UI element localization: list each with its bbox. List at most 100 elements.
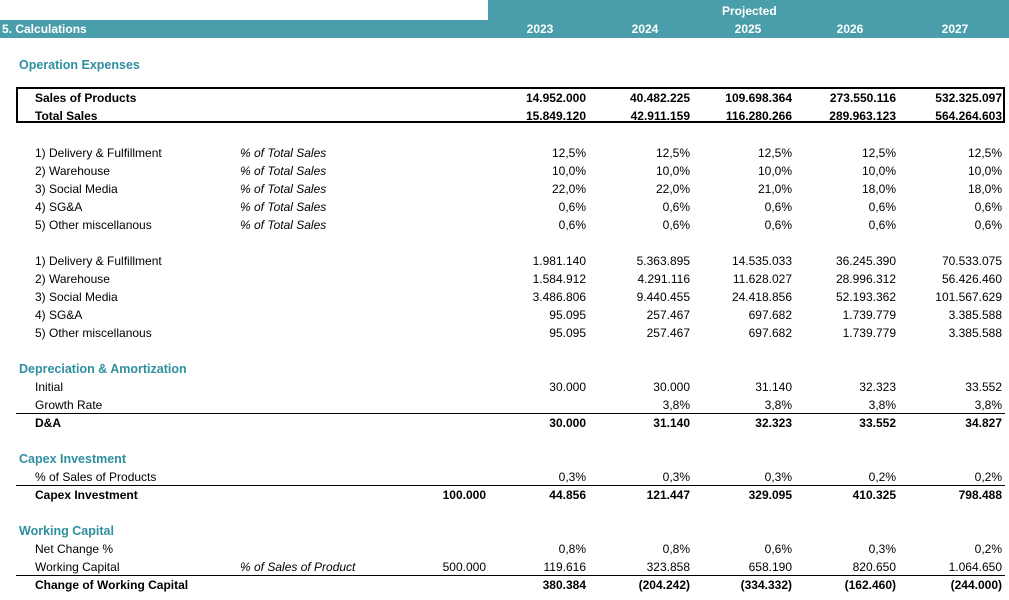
row-value: 21,0% bbox=[757, 182, 792, 196]
row-value: 697.682 bbox=[748, 308, 792, 322]
row-label: 5) Other miscellanous bbox=[35, 326, 152, 340]
row-value: 0,6% bbox=[558, 218, 586, 232]
row-label: 3) Social Media bbox=[35, 290, 118, 304]
row-value: 697.682 bbox=[748, 326, 792, 340]
row-value: 10,0% bbox=[967, 164, 1002, 178]
row-value: 0,8% bbox=[558, 542, 586, 556]
row-value: 0,6% bbox=[558, 200, 586, 214]
row-value: 12,5% bbox=[967, 146, 1002, 160]
header-top-band bbox=[488, 0, 1009, 20]
row-basis: % of Total Sales bbox=[240, 218, 327, 232]
depreciation-heading: Depreciation & Amortization bbox=[19, 362, 187, 376]
row-value: 0,2% bbox=[974, 542, 1002, 556]
row-value: 30.000 bbox=[549, 416, 586, 430]
da-total-line bbox=[16, 413, 1005, 414]
row-value: 109.698.364 bbox=[725, 91, 792, 105]
row-value: 564.264.603 bbox=[935, 109, 1002, 123]
row-value: 0,3% bbox=[558, 470, 586, 484]
row-value: 12,5% bbox=[861, 146, 896, 160]
row-value: 95.095 bbox=[549, 326, 586, 340]
row-basis: % of Total Sales bbox=[240, 164, 327, 178]
row-value: 0,6% bbox=[974, 200, 1002, 214]
row-value: 798.488 bbox=[958, 488, 1002, 502]
row-value: 12,5% bbox=[757, 146, 792, 160]
row-label: Capex Investment bbox=[35, 488, 138, 502]
row-value: 0,8% bbox=[662, 542, 690, 556]
row-value: 410.325 bbox=[852, 488, 896, 502]
row-value: 257.467 bbox=[646, 308, 690, 322]
row-value: 323.858 bbox=[646, 560, 690, 574]
working-capital-heading: Working Capital bbox=[19, 524, 114, 538]
row-value: 10,0% bbox=[551, 164, 586, 178]
row-value: 22,0% bbox=[655, 182, 690, 196]
row-label: Growth Rate bbox=[35, 398, 103, 412]
row-label: D&A bbox=[35, 416, 61, 430]
row-value: 273.550.116 bbox=[829, 91, 896, 105]
row-value: 95.095 bbox=[549, 308, 586, 322]
row-base-value: 100.000 bbox=[442, 488, 486, 502]
row-value: 70.533.075 bbox=[941, 254, 1002, 268]
row-value: 101.567.629 bbox=[935, 290, 1002, 304]
capex-total-line bbox=[16, 485, 1005, 486]
row-value: 30.000 bbox=[549, 380, 586, 394]
row-value: 1.739.779 bbox=[842, 308, 896, 322]
row-value: 5.363.895 bbox=[636, 254, 690, 268]
row-value: 820.650 bbox=[852, 560, 896, 574]
row-value: 0,2% bbox=[868, 470, 896, 484]
row-value: 1.739.779 bbox=[842, 326, 896, 340]
row-value: 0,3% bbox=[764, 470, 792, 484]
row-value: 3,8% bbox=[974, 398, 1002, 412]
row-value: 3.486.806 bbox=[532, 290, 586, 304]
row-value: 31.140 bbox=[653, 416, 690, 430]
row-value: 40.482.225 bbox=[629, 91, 690, 105]
row-value: 3.385.588 bbox=[948, 308, 1002, 322]
row-value: 0,6% bbox=[974, 218, 1002, 232]
row-basis: % of Total Sales bbox=[240, 200, 327, 214]
year-header: 2025 bbox=[734, 22, 762, 36]
row-value: 30.000 bbox=[653, 380, 690, 394]
row-value: (162.460) bbox=[844, 578, 896, 592]
row-value: 14.952.000 bbox=[525, 91, 586, 105]
row-value: 329.095 bbox=[748, 488, 792, 502]
row-basis: % of Total Sales bbox=[240, 146, 327, 160]
row-value: 14.535.033 bbox=[731, 254, 792, 268]
row-value: 18,0% bbox=[967, 182, 1002, 196]
capex-heading: Capex Investment bbox=[19, 452, 126, 466]
row-label: Initial bbox=[35, 380, 64, 394]
row-value: 532.325.097 bbox=[935, 91, 1002, 105]
row-label: 2) Warehouse bbox=[35, 164, 110, 178]
row-label: 1) Delivery & Fulfillment bbox=[35, 254, 162, 268]
wc-change-line bbox=[16, 575, 1005, 576]
row-label: Total Sales bbox=[35, 109, 98, 123]
row-value: 28.996.312 bbox=[835, 272, 896, 286]
row-value: 0,6% bbox=[868, 218, 896, 232]
row-value: 56.426.460 bbox=[941, 272, 1002, 286]
row-label: Change of Working Capital bbox=[35, 578, 189, 592]
row-value: 658.190 bbox=[748, 560, 792, 574]
row-value: 0,6% bbox=[662, 218, 690, 232]
row-value: 15.849.120 bbox=[525, 109, 586, 123]
row-value: 24.418.856 bbox=[731, 290, 792, 304]
row-value: 3.385.588 bbox=[948, 326, 1002, 340]
row-value: 0,6% bbox=[764, 218, 792, 232]
row-value: 1.064.650 bbox=[948, 560, 1002, 574]
row-value: 42.911.159 bbox=[630, 109, 690, 123]
row-value: 9.440.455 bbox=[636, 290, 690, 304]
row-value: 1.981.140 bbox=[532, 254, 586, 268]
row-value: 1.584.912 bbox=[532, 272, 586, 286]
row-value: 52.193.362 bbox=[835, 290, 896, 304]
year-header: 2023 bbox=[526, 22, 554, 36]
row-value: 12,5% bbox=[551, 146, 586, 160]
row-value: 33.552 bbox=[965, 380, 1002, 394]
row-value: 3,8% bbox=[662, 398, 690, 412]
row-label: 4) SG&A bbox=[35, 200, 83, 214]
row-value: 380.384 bbox=[542, 578, 586, 592]
operation-expenses-heading: Operation Expenses bbox=[19, 58, 140, 72]
row-value: 36.245.390 bbox=[835, 254, 896, 268]
row-value: 289.963.123 bbox=[829, 109, 896, 123]
row-value: 10,0% bbox=[861, 164, 896, 178]
row-value: 3,8% bbox=[764, 398, 792, 412]
row-value: 22,0% bbox=[551, 182, 586, 196]
row-label: Sales of Products bbox=[35, 91, 137, 105]
row-label: 5) Other miscellanous bbox=[35, 218, 152, 232]
